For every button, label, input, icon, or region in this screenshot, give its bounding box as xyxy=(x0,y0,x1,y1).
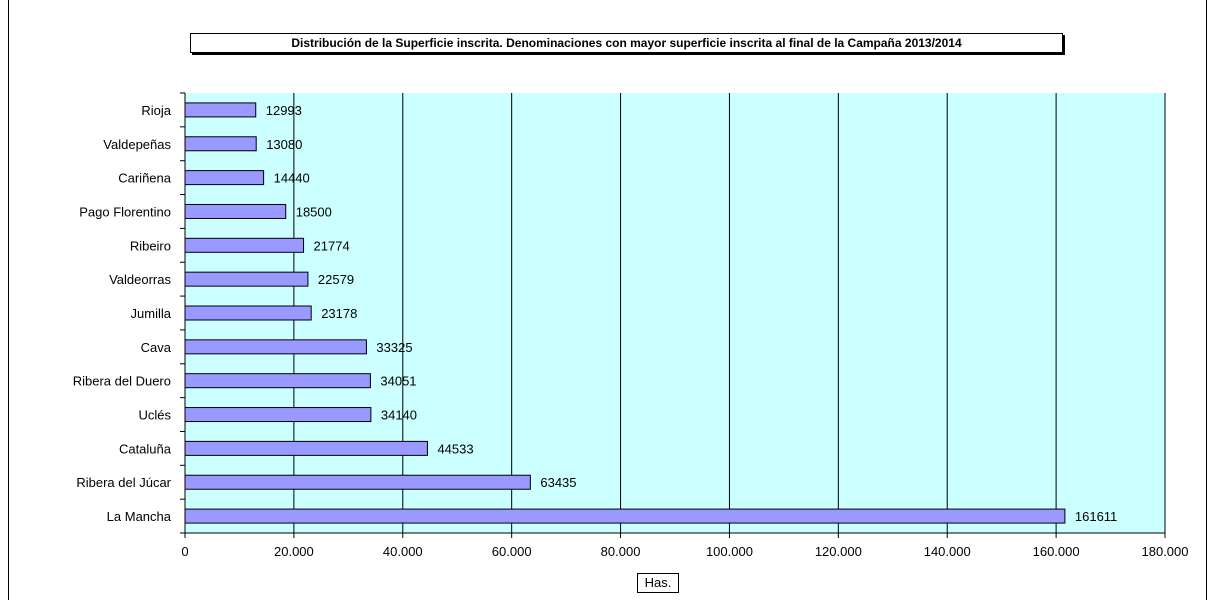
bar xyxy=(184,440,428,456)
bar xyxy=(184,508,1066,524)
x-tick-label: 140.000 xyxy=(924,544,971,559)
category-label: Rioja xyxy=(141,103,171,118)
category-label: Cariñena xyxy=(118,171,172,186)
x-tick-label: 180.000 xyxy=(1142,544,1189,559)
bar xyxy=(184,203,287,219)
category-label: La Mancha xyxy=(107,509,172,524)
value-label: 22579 xyxy=(318,272,354,287)
category-label: Cataluña xyxy=(119,441,172,456)
value-label: 12993 xyxy=(266,103,302,118)
category-label: Ribera del Duero xyxy=(73,374,171,389)
chart-title: Distribución de la Superficie inscrita. … xyxy=(190,33,1063,53)
x-tick-label: 80.000 xyxy=(601,544,641,559)
x-tick-label: 100.000 xyxy=(706,544,753,559)
value-label: 161611 xyxy=(1075,509,1117,524)
bar xyxy=(184,339,367,355)
bar xyxy=(184,136,257,152)
x-tick-label: 20.000 xyxy=(274,544,314,559)
category-label: Uclés xyxy=(138,408,171,423)
value-label: 13080 xyxy=(266,137,302,152)
value-label: 34140 xyxy=(381,408,417,423)
axes xyxy=(180,92,1166,538)
value-label: 44533 xyxy=(437,441,473,456)
x-tick-label: 0 xyxy=(181,544,188,559)
bar xyxy=(184,474,531,490)
x-tick-label: 120.000 xyxy=(815,544,862,559)
value-label: 34051 xyxy=(380,374,416,389)
value-label: 63435 xyxy=(540,475,576,490)
chart-frame xyxy=(8,0,1207,600)
bar xyxy=(184,271,309,287)
value-label: 21774 xyxy=(314,238,350,253)
bar xyxy=(184,305,312,321)
x-tick-label: 40.000 xyxy=(383,544,423,559)
bar xyxy=(184,170,265,186)
category-label: Ribeiro xyxy=(130,238,171,253)
category-label: Valdepeñas xyxy=(103,137,171,152)
value-label: 14440 xyxy=(274,171,310,186)
category-label: Valdeorras xyxy=(109,272,171,287)
bar xyxy=(184,237,305,253)
bar xyxy=(184,407,372,423)
x-tick-label: 160.000 xyxy=(1033,544,1080,559)
plot-area xyxy=(185,93,1165,533)
gridlines xyxy=(293,93,1166,533)
value-label: 18500 xyxy=(296,204,332,219)
bars xyxy=(184,102,1066,524)
category-label: Cava xyxy=(141,340,172,355)
x-tick-label: 60.000 xyxy=(492,544,532,559)
x-axis-label: Has. xyxy=(637,573,679,593)
bar xyxy=(184,373,371,389)
bar xyxy=(184,102,257,118)
category-label: Pago Florentino xyxy=(79,204,171,219)
value-label: 33325 xyxy=(376,340,412,355)
category-label: Jumilla xyxy=(131,306,172,321)
value-label: 23178 xyxy=(321,306,357,321)
category-label: Ribera del Júcar xyxy=(76,475,171,490)
labels: 0 20.000 40.000 60.000 80.000 100.000 120.000 1… xyxy=(73,103,1189,559)
